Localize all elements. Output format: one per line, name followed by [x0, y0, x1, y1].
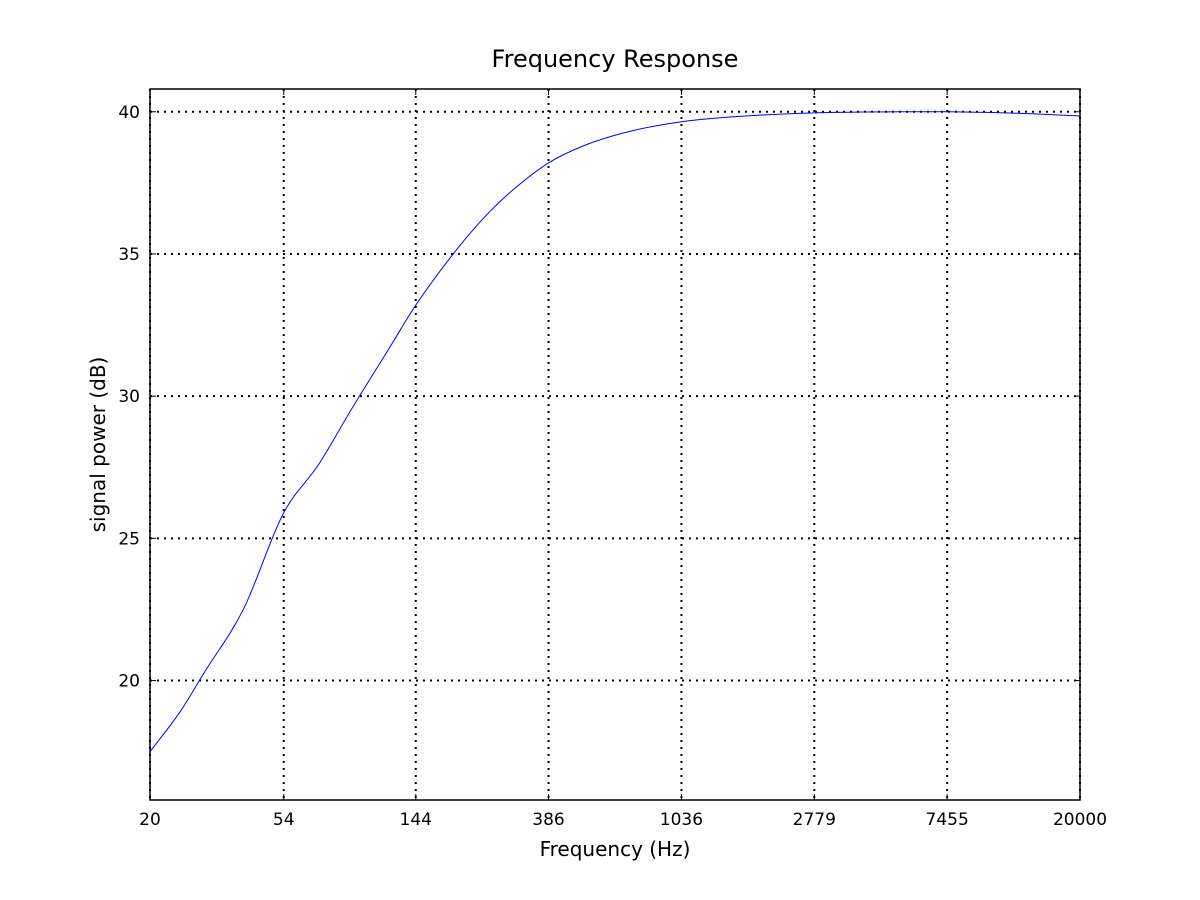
series-layer	[149, 111, 1081, 752]
y-tick-label: 40	[118, 103, 140, 123]
tick-marks	[149, 89, 1081, 800]
x-tick-label: 54	[273, 810, 295, 830]
y-tick-label: 30	[118, 387, 140, 407]
x-tick-label: 386	[532, 810, 564, 830]
tick-labels: 20 54 144 386 1036 2779 7455 20000 20 25 30 35 40	[118, 103, 1107, 830]
x-tick-label: 20	[139, 810, 161, 830]
x-tick-label: 144	[400, 810, 432, 830]
chart-title: Frequency Response	[492, 45, 739, 73]
plot-frame	[149, 88, 1081, 801]
y-tick-label: 20	[118, 672, 140, 692]
x-tick-label: 20000	[1053, 810, 1107, 830]
y-tick-label: 35	[118, 245, 140, 265]
x-tick-label: 7455	[926, 810, 969, 830]
x-tick-label: 2779	[793, 810, 836, 830]
grid-lines	[149, 89, 1081, 800]
x-tick-label: 1036	[660, 810, 703, 830]
series-line-0	[149, 111, 1081, 752]
y-axis-label: signal power (dB)	[86, 357, 110, 533]
x-axis-label: Frequency (Hz)	[540, 837, 691, 861]
y-tick-label: 25	[118, 529, 140, 549]
